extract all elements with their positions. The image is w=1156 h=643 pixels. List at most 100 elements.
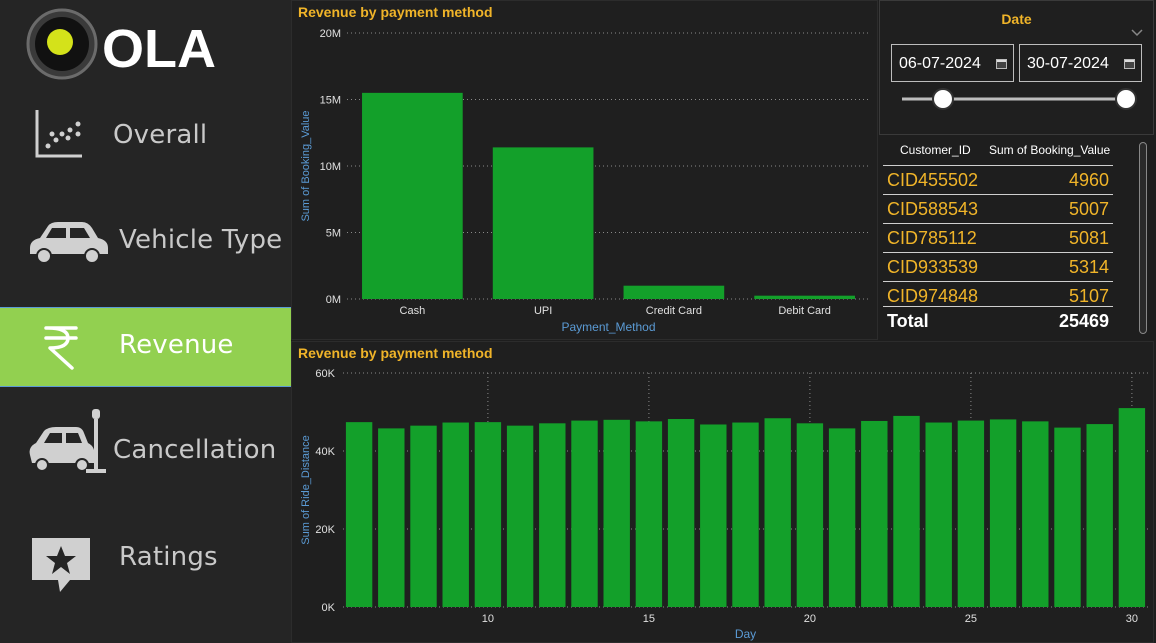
- calendar-icon[interactable]: [996, 59, 1007, 69]
- bar: [492, 147, 594, 299]
- bar: [1086, 424, 1113, 607]
- payment-method-chart-panel: Revenue by payment method 0M 5M 10M 15M 20M C…: [291, 0, 878, 340]
- bar: [378, 428, 405, 607]
- bar: [345, 422, 373, 607]
- daily-distance-bar-chart: 0K 20K 40K 60K 10 15 20 25 30 Day Sum of Ride_Dist…: [300, 368, 1148, 641]
- bar: [1118, 408, 1146, 607]
- calendar-icon[interactable]: [1124, 59, 1135, 69]
- ola-logo: OLA: [26, 8, 216, 80]
- sidebar-item-cancellation[interactable]: Cancellation: [0, 405, 291, 485]
- bar: [989, 419, 1017, 607]
- x-axis-label: Payment_Method: [561, 320, 655, 334]
- booking-value-cell: 5007: [1068, 199, 1109, 219]
- table-row: CID933539 5314: [883, 252, 1113, 281]
- chart-title: Revenue by payment method: [298, 345, 493, 361]
- bar: [603, 419, 630, 607]
- booking-value-cell: 5081: [1068, 228, 1109, 248]
- y-tick-label: 5M: [326, 228, 341, 240]
- table-row: CID588543 5007: [883, 194, 1113, 223]
- x-tick-label: 30: [1126, 613, 1138, 625]
- daily-distance-chart-panel: Revenue by payment method 0K 20K 40K 60K 10 1…: [291, 341, 1154, 643]
- x-tick-label: Credit Card: [646, 305, 702, 317]
- bar: [623, 285, 725, 299]
- sidebar-item-label: Overall: [113, 120, 208, 150]
- bar: [828, 428, 856, 607]
- sidebar-item-revenue[interactable]: Revenue: [0, 307, 291, 387]
- end-date-input[interactable]: 30-07-2024: [1019, 44, 1142, 82]
- y-tick-label: 60K: [315, 368, 335, 380]
- bar: [700, 424, 727, 607]
- customer-id-cell: CID933539: [887, 257, 979, 277]
- y-axis-label: Sum of Ride_Distance: [300, 435, 312, 544]
- bar: [861, 420, 888, 607]
- table-row: CID785112 5081: [883, 223, 1113, 252]
- y-tick-label: 10M: [320, 161, 341, 173]
- x-tick-label: UPI: [534, 305, 552, 317]
- sidebar-item-overall[interactable]: Overall: [0, 96, 291, 176]
- bar: [732, 422, 759, 607]
- x-tick-label: 15: [643, 613, 655, 625]
- booking-value-cell: 5314: [1068, 257, 1109, 277]
- y-tick-label: 0K: [322, 602, 336, 614]
- customer-booking-table: Customer_ID Sum of Booking_Value CID4555…: [879, 136, 1154, 341]
- total-label: Total: [887, 311, 929, 331]
- sidebar-item-vehicle-type[interactable]: Vehicle Type: [0, 200, 291, 280]
- total-value: 25469: [1058, 311, 1109, 331]
- bar: [1054, 427, 1081, 607]
- customer-id-cell: CID785112: [887, 228, 977, 248]
- sidebar-item-ratings[interactable]: Ratings: [0, 520, 291, 600]
- bar: [442, 422, 469, 607]
- star-comment-icon: [32, 538, 90, 592]
- customer-id-cell: CID455502: [887, 170, 979, 190]
- bar: [764, 418, 791, 607]
- scatter-chart-icon: [35, 110, 82, 158]
- chart-title: Revenue by payment method: [298, 4, 493, 20]
- car-crash-icon: [29, 409, 106, 473]
- chevron-down-icon[interactable]: [1131, 29, 1143, 37]
- sidebar-item-label: Revenue: [119, 330, 234, 360]
- bar: [506, 425, 534, 607]
- sidebar-item-label: Cancellation: [113, 435, 277, 465]
- slider-end-handle[interactable]: [1115, 88, 1137, 110]
- bar: [474, 422, 502, 607]
- bar: [893, 415, 920, 607]
- start-date-value: 06-07-2024: [899, 55, 981, 72]
- bar: [635, 421, 663, 607]
- column-header-customer-id[interactable]: Customer_ID: [900, 143, 971, 157]
- x-axis-label: Day: [735, 627, 756, 641]
- customer-id-cell: CID588543: [887, 199, 979, 219]
- y-axis-label: Sum of Booking_Value: [300, 110, 312, 221]
- car-icon: [30, 222, 108, 264]
- y-tick-label: 15M: [320, 95, 341, 107]
- bar: [539, 423, 566, 607]
- bar: [796, 423, 824, 607]
- bar: [410, 425, 437, 607]
- rupee-icon: [44, 326, 78, 370]
- bar: [925, 422, 952, 607]
- start-date-input[interactable]: 06-07-2024: [891, 44, 1014, 82]
- bar: [1022, 421, 1049, 607]
- y-tick-label: 20K: [315, 524, 335, 536]
- booking-value-cell: 4960: [1068, 170, 1109, 190]
- x-tick-label: Cash: [400, 305, 426, 317]
- date-slicer: Date 06-07-2024 30-07-2024: [879, 0, 1154, 135]
- x-tick-label: 10: [482, 613, 494, 625]
- brand-name: OLA: [102, 19, 216, 79]
- table-scrollbar[interactable]: [1139, 142, 1147, 334]
- column-header-booking-value[interactable]: Sum of Booking_Value: [989, 143, 1111, 157]
- bar: [362, 92, 463, 299]
- date-slicer-title: Date: [1001, 11, 1032, 27]
- table-total-row: Total 25469: [883, 306, 1113, 334]
- x-tick-label: 20: [804, 613, 816, 625]
- x-tick-label: 25: [965, 613, 977, 625]
- y-tick-label: 20M: [320, 28, 341, 40]
- table-row: CID974848 5107: [883, 281, 1113, 310]
- payment-method-bar-chart: 0M 5M 10M 15M 20M Cash UPI Credit Card Debit Car…: [300, 28, 870, 334]
- bar: [754, 295, 855, 299]
- sidebar-item-label: Vehicle Type: [119, 225, 283, 255]
- sidebar-item-label: Ratings: [119, 542, 218, 572]
- bar: [957, 420, 985, 607]
- slider-start-handle[interactable]: [932, 88, 954, 110]
- end-date-value: 30-07-2024: [1027, 55, 1109, 72]
- date-range-slider[interactable]: [898, 87, 1148, 113]
